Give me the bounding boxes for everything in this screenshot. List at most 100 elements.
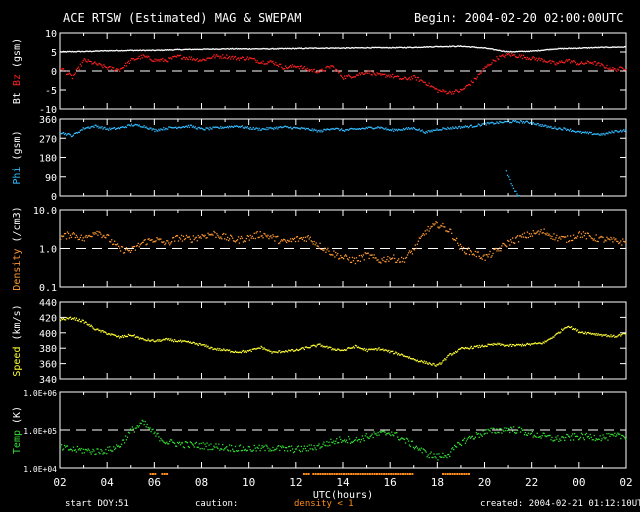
data-point	[232, 450, 235, 452]
data-point	[247, 48, 249, 50]
data-point	[365, 348, 367, 350]
data-point	[318, 129, 320, 132]
data-point	[210, 128, 212, 130]
data-point	[376, 259, 378, 261]
data-point	[233, 240, 236, 242]
data-point	[551, 337, 553, 339]
data-point	[164, 59, 166, 61]
data-point	[125, 335, 128, 338]
data-point	[295, 127, 298, 129]
data-point	[235, 450, 238, 452]
data-point	[445, 455, 447, 457]
data-point	[299, 47, 302, 49]
data-point	[571, 326, 573, 328]
data-point	[373, 128, 375, 130]
data-point	[504, 427, 506, 429]
caution-mark	[380, 473, 383, 475]
data-point	[353, 257, 356, 259]
data-point	[419, 237, 421, 239]
series-density	[60, 221, 627, 265]
data-point	[542, 61, 544, 63]
data-point	[327, 445, 329, 447]
data-point	[526, 50, 529, 53]
data-point	[83, 452, 85, 454]
data-point	[388, 129, 390, 131]
data-point	[550, 439, 552, 441]
data-point	[499, 49, 501, 51]
data-point	[620, 335, 622, 337]
data-point	[218, 236, 220, 238]
data-point	[542, 232, 544, 234]
data-point	[568, 47, 570, 49]
data-point	[413, 448, 416, 450]
data-point	[498, 58, 500, 61]
data-point	[566, 433, 568, 436]
data-point	[199, 236, 201, 238]
data-point	[261, 62, 263, 64]
data-point	[361, 47, 363, 49]
data-point	[548, 60, 550, 62]
data-point	[169, 339, 171, 342]
data-point	[502, 50, 504, 52]
data-point	[337, 47, 339, 49]
data-point	[136, 58, 138, 60]
data-point	[339, 257, 341, 260]
data-point	[248, 349, 250, 351]
data-point	[519, 50, 522, 52]
data-point	[529, 122, 531, 124]
data-point	[599, 236, 601, 238]
data-point	[525, 120, 528, 122]
data-point	[333, 128, 335, 130]
data-point	[96, 126, 98, 128]
data-point	[400, 354, 402, 356]
data-point	[454, 45, 456, 48]
data-point	[371, 127, 373, 129]
data-point	[443, 127, 445, 129]
data-point	[571, 239, 573, 242]
data-point	[153, 340, 155, 342]
data-point	[287, 47, 289, 49]
data-point	[530, 58, 532, 61]
data-point	[530, 343, 532, 345]
data-point	[616, 240, 618, 242]
data-point	[125, 247, 128, 249]
data-point	[175, 340, 177, 342]
data-point	[303, 240, 305, 242]
data-point	[486, 122, 488, 124]
data-point	[97, 234, 99, 236]
data-point	[428, 457, 430, 459]
x-tick-label: 06	[148, 476, 161, 489]
data-point	[464, 346, 467, 349]
data-point	[99, 329, 101, 331]
data-point	[402, 260, 404, 263]
data-point	[178, 441, 181, 443]
data-point	[211, 233, 213, 235]
data-point	[151, 429, 153, 431]
data-point	[522, 54, 525, 56]
data-point	[307, 450, 309, 452]
data-point	[207, 232, 209, 234]
data-point	[489, 343, 491, 346]
data-point	[203, 344, 205, 346]
data-point	[475, 46, 477, 48]
data-point	[269, 48, 271, 50]
data-point	[536, 60, 538, 62]
y-axis-label-mag: Bt Bz (gsm)	[12, 38, 23, 104]
caution-mark	[411, 473, 414, 475]
data-point	[272, 351, 274, 353]
data-point	[489, 430, 491, 432]
data-point	[94, 50, 96, 52]
data-point	[475, 345, 477, 347]
data-point	[92, 125, 94, 127]
data-point	[212, 48, 214, 50]
data-point	[517, 50, 520, 52]
data-point	[410, 440, 413, 443]
data-point	[302, 127, 304, 129]
data-point	[392, 46, 394, 48]
data-point	[282, 47, 284, 50]
data-point	[107, 333, 109, 336]
data-point	[124, 49, 127, 52]
y-tick-label-speed: 440	[39, 298, 57, 309]
data-point	[585, 333, 587, 335]
data-point	[468, 253, 471, 256]
